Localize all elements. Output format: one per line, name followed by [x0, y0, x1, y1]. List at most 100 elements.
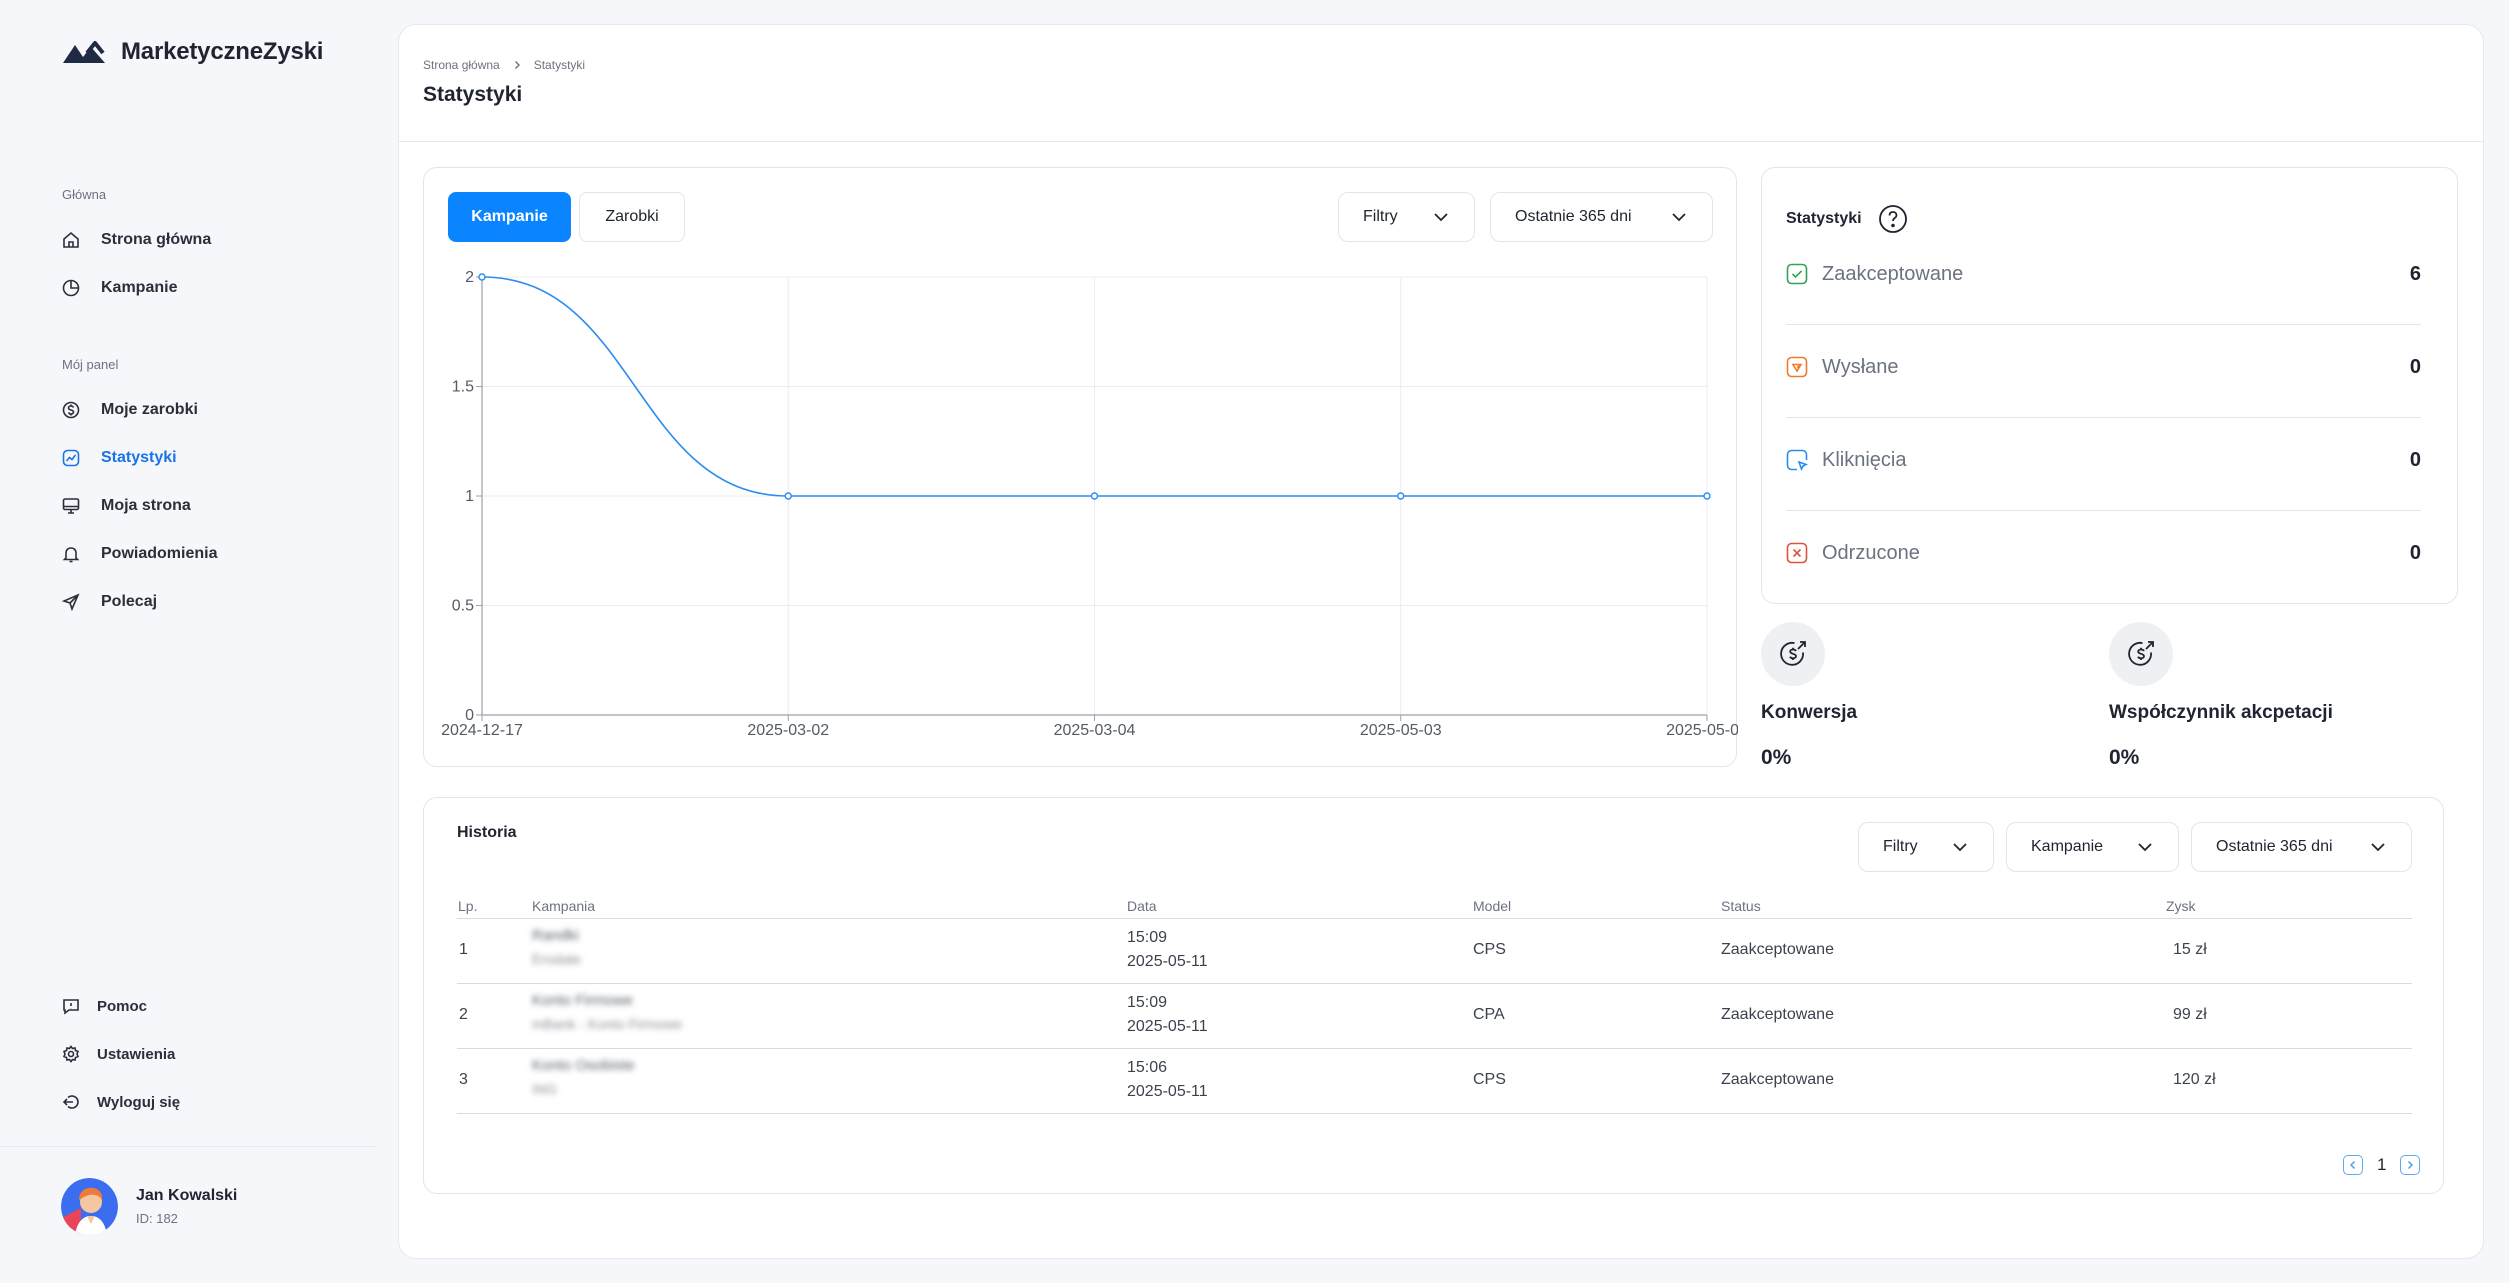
- next-page-button[interactable]: [2400, 1155, 2421, 1175]
- user-profile[interactable]: Jan Kowalski ID: 182: [61, 1178, 237, 1235]
- history-campaigns-dropdown[interactable]: Kampanie: [2006, 822, 2179, 872]
- chart-filters-dropdown[interactable]: Filtry: [1338, 192, 1475, 242]
- history-filters-dropdown[interactable]: Filtry: [1858, 822, 1994, 872]
- current-page[interactable]: 1: [2377, 1155, 2387, 1174]
- metric-conversion: Konwersja 0%: [1761, 622, 1857, 770]
- column-header-model[interactable]: Model: [1473, 898, 1512, 914]
- nav-section-panel: Mój panel: [62, 357, 119, 372]
- monitor-icon: [62, 498, 80, 514]
- cell-status: Zaakceptowane: [1721, 1006, 1834, 1023]
- series-line: [481, 276, 1707, 497]
- sidebar-item-notifications[interactable]: Powiadomienia: [61, 540, 217, 568]
- sidebar-item-settings[interactable]: Ustawienia: [61, 1040, 175, 1068]
- breadcrumb-current: Statystyki: [533, 58, 586, 72]
- prev-page-button[interactable]: [2343, 1155, 2363, 1175]
- metric-value: 0%: [2109, 746, 2140, 769]
- chevron-down-icon: [1953, 843, 1967, 852]
- cell-model: CPS: [1473, 1071, 1506, 1088]
- chevron-down-icon: [2138, 843, 2152, 852]
- column-header-status[interactable]: Status: [1721, 898, 1761, 914]
- metric-label: Konwersja: [1761, 702, 1858, 723]
- sidebar-item-label: Powiadomienia: [101, 545, 218, 562]
- send-icon: [61, 593, 80, 612]
- history-range-dropdown[interactable]: Ostatnie 365 dni: [2191, 822, 2412, 872]
- stat-value: 0: [2409, 541, 2421, 564]
- table-row-line: [457, 983, 2412, 984]
- page-title: Statystyki: [423, 83, 523, 106]
- chevron-down-icon: [2371, 843, 2385, 852]
- dropdown-label: Filtry: [1363, 208, 1398, 225]
- column-header-campaign[interactable]: Kampania: [532, 898, 596, 914]
- sidebar-item-label: Kampanie: [101, 279, 178, 296]
- chevron-right-icon: [514, 61, 520, 69]
- cell-profit: 15 zł: [2173, 941, 2207, 958]
- avatar: [61, 1178, 118, 1235]
- help-circle-icon[interactable]: [1878, 204, 1908, 234]
- stats-title: Statystyki: [1786, 204, 1908, 234]
- sidebar-item-earnings[interactable]: Moje zarobki: [61, 396, 198, 424]
- stat-label: Kliknięcia: [1822, 448, 1907, 471]
- column-header-lp[interactable]: Lp.: [458, 898, 478, 914]
- data-point: [1703, 492, 1711, 500]
- y-tick-label: 0: [465, 707, 474, 724]
- logo[interactable]: MarketyczneZyski: [61, 38, 323, 66]
- dropdown-label: Ostatnie 365 dni: [2216, 838, 2333, 855]
- dropdown-label: Ostatnie 365 dni: [1515, 208, 1632, 225]
- main-panel: Strona główna Statystyki Statystyki Kamp…: [398, 24, 2484, 1259]
- y-tick-label: 1.5: [452, 379, 474, 396]
- avatar-image: [61, 1178, 118, 1235]
- cell-campaign-sub: mBank - Konto Firmowe: [532, 1016, 683, 1032]
- cell-lp: 3: [459, 1071, 468, 1088]
- chevron-right-icon: [2408, 1160, 2414, 1170]
- cell-date: 2025-05-11: [1127, 953, 1208, 970]
- stats-title-label: Statystyki: [1786, 210, 1862, 227]
- breadcrumb-home[interactable]: Strona główna: [423, 58, 500, 72]
- sidebar-item-logout[interactable]: Wyloguj się: [61, 1088, 180, 1116]
- dropdown-label: Filtry: [1883, 838, 1918, 855]
- table-header-line: [457, 918, 2412, 919]
- stat-value: 0: [2409, 355, 2421, 378]
- chevron-down-icon: [1672, 213, 1686, 222]
- sidebar-item-statistics[interactable]: Statystyki: [61, 444, 177, 472]
- sidebar-item-campaigns[interactable]: Kampanie: [61, 274, 177, 302]
- logo-icon: [63, 41, 105, 63]
- history-card: Historia Filtry Kampanie Ostatnie 365 dn…: [423, 797, 2444, 1194]
- stats-card: Statystyki Zaakceptowane 6 Wysłane 0 Kli…: [1761, 167, 2458, 604]
- dropdown-label: Kampanie: [2031, 838, 2104, 855]
- metric-value: 0%: [1761, 746, 1792, 769]
- tab-earnings[interactable]: Zarobki: [579, 192, 685, 242]
- cell-date: 2025-05-11: [1127, 1018, 1208, 1035]
- stat-divider: [1786, 510, 2421, 511]
- data-point: [1090, 492, 1099, 500]
- sidebar-item-my-page[interactable]: Moja strona: [61, 492, 191, 520]
- chart-range-dropdown[interactable]: Ostatnie 365 dni: [1490, 192, 1713, 242]
- cell-campaign: Konto Osobiste: [532, 1057, 635, 1074]
- dollar-up-icon: [2128, 641, 2154, 666]
- column-header-profit[interactable]: Zysk: [2166, 898, 2196, 914]
- cell-date: 2025-05-11: [1127, 1083, 1208, 1100]
- metric-icon-wrap: [2109, 622, 2173, 686]
- chevron-down-icon: [1434, 213, 1448, 222]
- bell-icon: [62, 547, 80, 563]
- sidebar-item-label: Pomoc: [97, 997, 148, 1015]
- stat-accepted: Zaakceptowane 6: [1786, 259, 2421, 289]
- sidebar-item-label: Wyloguj się: [97, 1093, 181, 1111]
- check-icon: [1786, 263, 1808, 285]
- data-point: [478, 273, 486, 281]
- chart-card: Kampanie Zarobki Filtry Ostatnie 365 dni…: [423, 167, 1738, 767]
- sidebar-item-refer[interactable]: Polecaj: [61, 588, 157, 616]
- pagination: 1: [2343, 1155, 2421, 1175]
- sidebar-item-label: Strona główna: [101, 231, 212, 248]
- column-header-date[interactable]: Data: [1127, 898, 1157, 914]
- stat-label: Wysłane: [1822, 355, 1899, 378]
- header-divider: [399, 141, 2483, 142]
- breadcrumb: Strona główna Statystyki: [423, 58, 585, 72]
- cell-model: CPS: [1473, 941, 1506, 958]
- tab-campaigns[interactable]: Kampanie: [448, 192, 571, 242]
- cell-profit: 99 zł: [2173, 1006, 2207, 1023]
- sidebar-item-label: Ustawienia: [97, 1045, 176, 1063]
- logout-icon: [62, 1095, 79, 1109]
- sidebar-item-home[interactable]: Strona główna: [61, 226, 211, 254]
- sidebar-item-help[interactable]: Pomoc: [61, 992, 147, 1020]
- sidebar-item-label: Moja strona: [101, 497, 191, 514]
